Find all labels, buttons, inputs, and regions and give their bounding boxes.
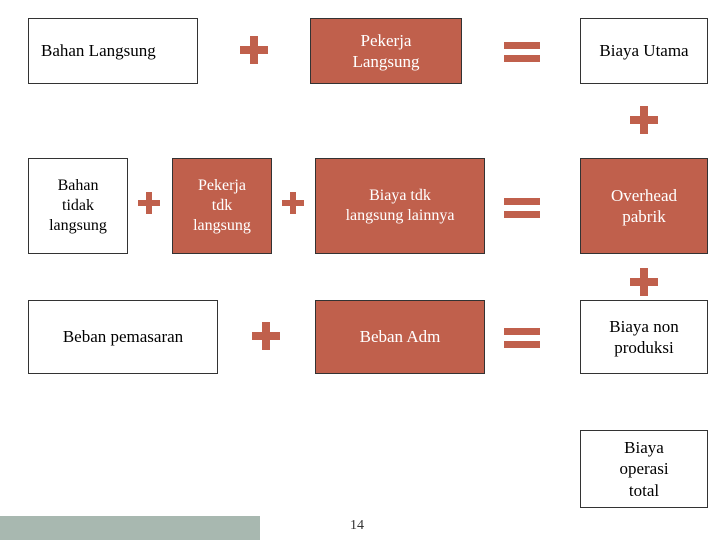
label: Bahan Langsung: [41, 40, 156, 61]
box-bahan-tidak-langsung: Bahan tidak langsung: [28, 158, 128, 254]
box-pekerja-tdk-langsung: Pekerja tdk langsung: [172, 158, 272, 254]
page-number: 14: [350, 518, 364, 534]
plus-icon: [252, 322, 280, 350]
box-bahan-langsung: Bahan Langsung: [28, 18, 198, 84]
box-biaya-utama: Biaya Utama: [580, 18, 708, 84]
label: Biaya operasi total: [619, 437, 668, 501]
footer-accent-bar: [0, 516, 260, 540]
label: Pekerja tdk langsung: [193, 176, 251, 236]
box-biaya-operasi-total: Biaya operasi total: [580, 430, 708, 508]
plus-icon: [282, 192, 304, 214]
label: Biaya non produksi: [609, 316, 678, 359]
box-biaya-tdk-langsung-lainnya: Biaya tdk langsung lainnya: [315, 158, 485, 254]
equals-icon: [504, 328, 540, 348]
plus-icon: [630, 106, 658, 134]
box-biaya-non-produksi: Biaya non produksi: [580, 300, 708, 374]
box-beban-adm: Beban Adm: [315, 300, 485, 374]
label: Beban pemasaran: [63, 326, 183, 347]
label: Overhead pabrik: [611, 185, 677, 228]
label: Pekerja Langsung: [352, 30, 419, 73]
box-beban-pemasaran: Beban pemasaran: [28, 300, 218, 374]
equals-icon: [504, 42, 540, 62]
plus-icon: [630, 268, 658, 296]
box-pekerja-langsung: Pekerja Langsung: [310, 18, 462, 84]
plus-icon: [138, 192, 160, 214]
label: Bahan tidak langsung: [49, 176, 107, 236]
plus-icon: [240, 36, 268, 64]
label: Biaya Utama: [599, 40, 688, 61]
label: Biaya tdk langsung lainnya: [346, 186, 455, 226]
equals-icon: [504, 198, 540, 218]
box-overhead-pabrik: Overhead pabrik: [580, 158, 708, 254]
label: Beban Adm: [360, 326, 441, 347]
